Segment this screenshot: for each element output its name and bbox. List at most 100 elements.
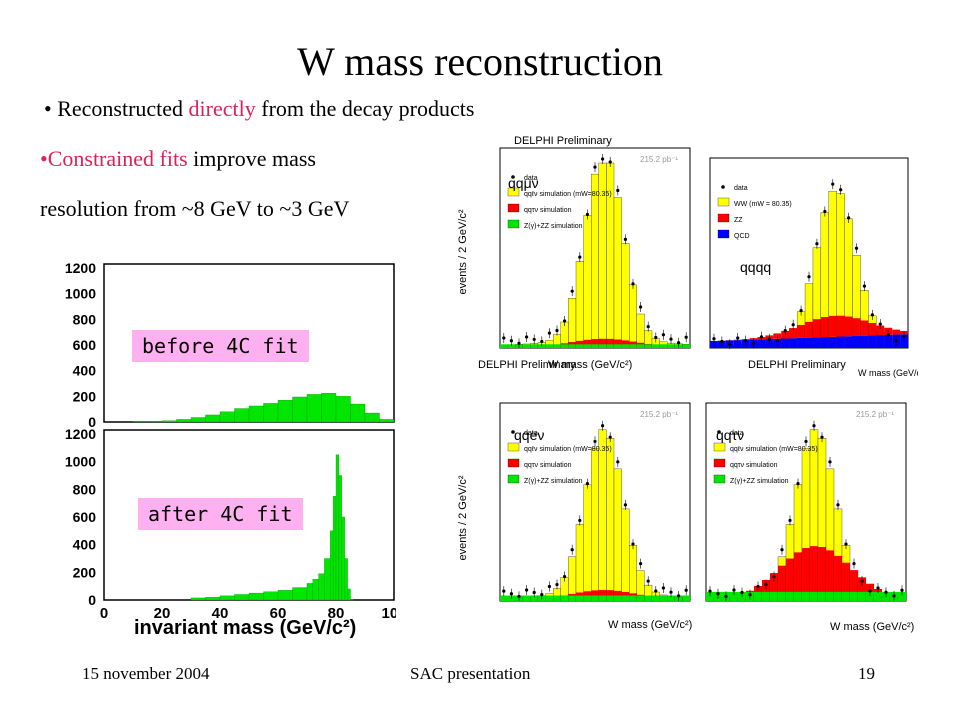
qcd-bar [852, 335, 861, 348]
before-ytick: 600 [73, 337, 97, 353]
legend-swatch [717, 197, 730, 207]
mass-bar-after [277, 590, 293, 601]
mass-bar-after [205, 597, 221, 601]
after-ytick: 1200 [65, 426, 96, 442]
ww-bar [613, 468, 622, 602]
ylabel-top: events / 2 GeV/c² [457, 209, 469, 294]
qcd-bar [797, 337, 806, 348]
zz-bar [876, 325, 885, 336]
z-bar [834, 591, 842, 601]
zz-bar [786, 558, 794, 601]
lumi-label: 215.2 pb⁻¹ [640, 410, 678, 419]
z-bar [778, 591, 786, 601]
z-bar [545, 595, 554, 601]
ww-bar [591, 173, 599, 349]
zz-bar [591, 339, 599, 348]
before-ytick: 1200 [65, 260, 96, 276]
legend-swatch [507, 458, 520, 468]
z-bar [583, 595, 592, 601]
zz-bar [762, 580, 770, 601]
z-bar [667, 344, 675, 348]
zz-bar [820, 317, 829, 338]
panel-qqtv: 215.2 pb⁻¹ data qqℓν simulation (mW=80.35)… [705, 402, 907, 602]
mass-bar-after [190, 597, 206, 601]
ww-bar [629, 544, 637, 602]
z-bar [576, 595, 584, 601]
legend-entry: qqτν simulation [524, 207, 572, 214]
bullet-2-highlight: Constrained fits [47, 146, 188, 171]
zz-bar [836, 315, 845, 337]
after-fit-label: after 4C fit [138, 498, 303, 530]
ww-bar [613, 197, 622, 349]
zz-bar [826, 550, 834, 601]
mass-bar-before [379, 419, 395, 423]
delphi-heading-3: DELPHI Preliminary [748, 359, 846, 371]
z-bar [659, 344, 668, 348]
lumi-label: 215.2 pb⁻¹ [856, 410, 894, 419]
z-bar [591, 595, 599, 601]
legend-entry: qqτν simulation [730, 462, 778, 469]
delphi-heading-1: DELPHI Preliminary [514, 135, 612, 147]
z-bar [553, 595, 561, 601]
xlabel-bottom-right: W mass (GeV/c²) [830, 621, 914, 633]
zz-bar [844, 316, 853, 337]
qcd-bar [860, 335, 869, 348]
left-xtick: 60 [270, 605, 287, 622]
z-bar [636, 595, 645, 601]
legend-swatch [507, 203, 520, 213]
mass-bar-before [263, 403, 279, 423]
legend-marker [721, 185, 725, 189]
z-bar [621, 344, 630, 348]
mass-bar-after [292, 587, 308, 601]
mass-bar-before [335, 396, 351, 423]
z-bar [583, 344, 592, 348]
z-bar [568, 595, 576, 601]
left-xtick: 80 [328, 605, 345, 622]
legend-swatch [507, 442, 520, 452]
mass-bar-after [318, 573, 325, 601]
qcd-bar [868, 335, 877, 348]
zz-bar [852, 318, 861, 336]
panel-qqmv: 215.2 pb⁻¹ data qqℓν simulation (mW=80.35)… [499, 147, 691, 349]
legend-entry: data [730, 430, 744, 437]
ww-bar [575, 260, 584, 349]
qcd-bar [733, 340, 742, 348]
legend-marker [511, 175, 515, 179]
mass-bar-after [306, 583, 313, 601]
bullet-2-prefix: • [40, 146, 48, 171]
channel-qqmv: qqμν [508, 175, 539, 191]
mass-bar-after [338, 475, 342, 601]
z-bar [682, 595, 690, 601]
channel-qqtv: qqτν [716, 427, 744, 443]
zz-bar [614, 339, 622, 348]
legend-entry: data [524, 175, 538, 182]
mass-bar-after [234, 594, 250, 601]
legend-swatch [717, 229, 730, 239]
slide-title: W mass reconstruction [297, 39, 663, 84]
mass-bar-after [330, 530, 334, 601]
mass-bar-before [205, 414, 221, 423]
legend-swatch [713, 474, 726, 484]
after-ytick: 0 [88, 592, 96, 608]
mass-bar-after [324, 558, 331, 601]
z-bar [826, 591, 834, 601]
mass-bar-before [190, 417, 206, 423]
before-ytick: 1000 [65, 286, 96, 302]
zz-bar [828, 315, 837, 337]
footer-date: 15 november 2004 [82, 664, 210, 683]
qcd-bar [805, 337, 813, 348]
legend-entry: data [734, 185, 748, 192]
zz-bar [818, 546, 826, 601]
delphi-panels: DELPHI Preliminary DELPHI Preliminary DE… [457, 135, 918, 633]
mass-bar-after [332, 496, 337, 601]
z-bar [730, 591, 738, 601]
z-bar [850, 591, 858, 601]
mass-bar-after [312, 579, 319, 601]
qcd-bar [884, 334, 893, 348]
legend-entry: WW (mW = 80.35) [734, 201, 792, 208]
zz-bar [842, 562, 850, 601]
zz-bar [860, 320, 869, 336]
z-bar [667, 595, 675, 601]
mass-bar-before [248, 405, 264, 423]
z-bar [530, 344, 538, 348]
